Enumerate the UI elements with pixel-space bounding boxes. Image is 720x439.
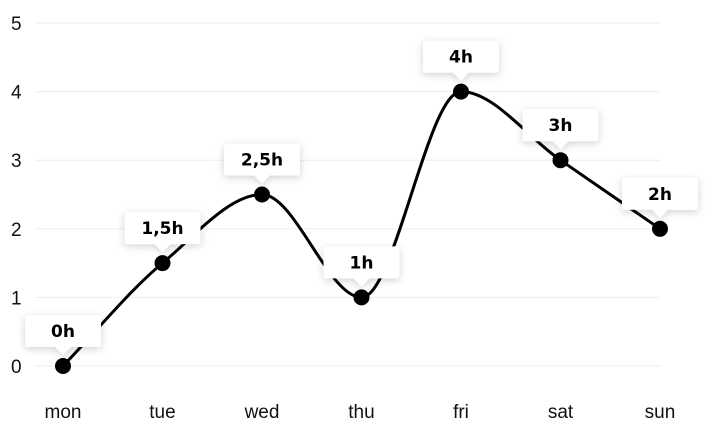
data-point-sun: [652, 220, 668, 237]
data-point-fri: [453, 83, 469, 100]
x-tick-label: tue: [149, 402, 175, 423]
y-tick-label: 1: [11, 288, 22, 309]
x-tick-label: mon: [45, 402, 82, 423]
grid: [35, 22, 660, 367]
data-label: 1,5h: [124, 212, 201, 253]
data-label-text: 4h: [449, 48, 473, 68]
x-tick-label: wed: [244, 402, 280, 423]
data-point-tue: [154, 255, 171, 272]
data-label-box: [423, 40, 499, 81]
x-tick-label: sun: [645, 402, 676, 423]
y-tick-label: 5: [11, 14, 22, 35]
data-point-mon: [55, 358, 71, 374]
x-tick-label: thu: [348, 402, 374, 423]
data-label-text: 0h: [51, 322, 75, 342]
data-label-box: [25, 315, 101, 355]
data-label: 1h: [323, 246, 400, 287]
data-label: 4h: [423, 40, 499, 81]
data-label-text: 2h: [648, 185, 672, 205]
y-axis: 0 1 2 3 4 5: [11, 14, 22, 378]
data-label-box: [323, 246, 400, 287]
y-tick-label: 4: [11, 83, 22, 104]
data-label-text: 1,5h: [141, 219, 183, 239]
x-tick-label: fri: [453, 402, 469, 423]
data-point-wed: [254, 186, 270, 203]
x-axis: mon tue wed thu fri sat sun: [45, 402, 676, 423]
data-label-box: [522, 109, 599, 150]
data-label: 0h: [25, 315, 101, 355]
data-label-box: [622, 177, 698, 218]
data-label-text: 3h: [549, 116, 573, 136]
data-label: 2h: [622, 177, 698, 218]
x-tick-label: sat: [548, 402, 574, 423]
data-point-thu: [353, 289, 370, 306]
data-label: 3h: [522, 109, 599, 150]
data-point-sat: [552, 152, 569, 169]
data-label: 2,5h: [224, 143, 300, 184]
y-tick-label: 0: [11, 357, 22, 378]
data-label-text: 2,5h: [241, 151, 283, 171]
y-tick-label: 2: [11, 220, 22, 241]
data-label-box: [224, 143, 300, 184]
data-points: [55, 83, 668, 374]
data-label-text: 1h: [350, 253, 374, 273]
y-tick-label: 3: [11, 151, 22, 172]
data-label-box: [124, 212, 201, 253]
data-labels: 0h 1,5h 2,5h 1h 4h 3h 2h: [25, 40, 698, 355]
